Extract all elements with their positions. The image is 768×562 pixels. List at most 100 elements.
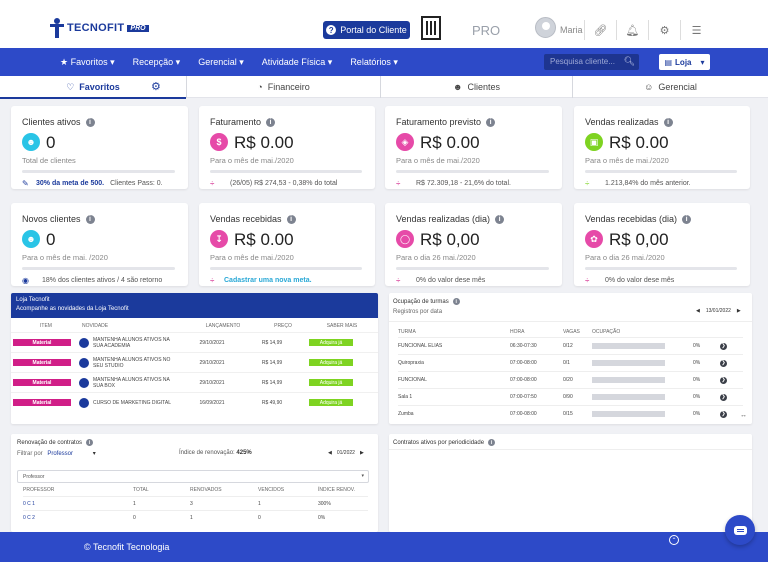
table-row[interactable]: FUNCIONAL ELIAS 06:30-07:30 0/12 0% ❯ xyxy=(398,337,743,354)
renovacao-date-nav: ◀ 01/2022 ▶ xyxy=(328,450,364,456)
table-row[interactable]: Sala 1 07:00-07:50 0/90 0% ❯ xyxy=(398,388,743,405)
table-row[interactable]: FUNCIONAL 07:00-08:00 0/20 0% ❯ xyxy=(398,371,743,388)
chevron-right-icon[interactable]: ▶ xyxy=(359,450,364,456)
ocupacao-subtitle: Registros por data xyxy=(393,309,443,315)
table-row[interactable]: Quiropraxia 07:00-08:00 0/1 0% ❯ xyxy=(398,354,743,371)
search-input[interactable]: Pesquisa cliente... 🔍︎ xyxy=(544,54,639,70)
chat-button[interactable] xyxy=(725,515,755,545)
item-tag: Material xyxy=(13,339,71,346)
stat-card[interactable]: Novos clientes i ☻ 0 Para o mês de mai. /… xyxy=(11,203,188,286)
turma-name: Zumba xyxy=(398,411,414,417)
tab-clientes[interactable]: ☻ Clientes xyxy=(381,76,573,98)
product-price: R$ 14,99 xyxy=(261,339,283,346)
info-icon[interactable]: i xyxy=(85,214,95,224)
nav-recepcao[interactable]: Recepção ▾ xyxy=(132,57,181,67)
chevron-right-icon[interactable]: ❯ xyxy=(720,376,727,384)
card-value: R$ 0.00 xyxy=(234,133,294,152)
chevron-right-icon[interactable]: ❯ xyxy=(720,393,727,401)
nav-favoritos[interactable]: ★ Favoritos ▾ xyxy=(60,57,115,67)
loja-title: Loja Tecnofit xyxy=(16,297,50,303)
chevron-right-icon[interactable]: ❯ xyxy=(720,342,727,350)
professor-name[interactable]: 0 C 2 xyxy=(23,514,35,521)
adquira-button[interactable]: Adquira já xyxy=(309,359,353,366)
nav-atividade-fisica[interactable]: Atividade Física ▾ xyxy=(261,57,333,67)
bell-icon[interactable]: 🔔︎ xyxy=(616,20,648,40)
stat-card[interactable]: Vendas recebidas (dia) i ✿ R$ 0,00 Para o… xyxy=(574,203,750,286)
download-icon: ↧ xyxy=(210,230,228,248)
search-icon[interactable]: 🔍︎ xyxy=(623,56,635,66)
product-name[interactable]: MANTENHA ALUNOS ATIVOS NA SUA BOX xyxy=(93,376,170,389)
info-icon[interactable]: i xyxy=(286,214,296,224)
card-footer-strong[interactable]: 30% da meta de 500. xyxy=(36,180,105,187)
search-placeholder: Pesquisa cliente... xyxy=(550,57,615,66)
turma-hora: 07:00-08:00 xyxy=(510,360,537,366)
link-icon[interactable]: 🔗︎ xyxy=(584,20,616,40)
chevron-right-icon[interactable]: ❯ xyxy=(720,359,727,367)
adquira-button[interactable]: Adquira já xyxy=(309,339,353,346)
chevron-right-icon[interactable]: ▶ xyxy=(736,308,741,314)
tecnofit-logo[interactable]: TECNOFIT PRO xyxy=(50,18,149,38)
table-row[interactable]: Zumba 07:00-08:00 0/15 0% ❯ xyxy=(398,405,743,422)
building-icon[interactable] xyxy=(421,16,441,40)
product-price: R$ 14,99 xyxy=(261,379,283,386)
nav-relatorios[interactable]: Relatórios ▾ xyxy=(350,57,398,67)
info-icon[interactable]: i xyxy=(486,117,496,127)
tab-financeiro[interactable]: ◔ Financeiro xyxy=(187,76,381,98)
tab-favoritos[interactable]: ♡ Favoritos ⚙ xyxy=(0,76,187,99)
resize-icon[interactable]: ↔ xyxy=(740,412,747,419)
stat-card[interactable]: Vendas realizadas (dia) i ◯ R$ 0,00 Para … xyxy=(385,203,562,286)
chevron-right-icon[interactable]: ❯ xyxy=(720,410,727,418)
gear-icon[interactable]: ⚙ xyxy=(151,81,161,93)
cash-icon: ▣ xyxy=(585,133,603,151)
card-footer: ÷ R$ 72.309,18 - 21,6% do total. xyxy=(396,179,511,188)
checklist-icon[interactable]: ☰ xyxy=(680,20,712,40)
card-subtitle: Para o dia 26 mai./2020 xyxy=(396,253,476,262)
info-icon[interactable]: i xyxy=(266,117,276,127)
stat-card[interactable]: Vendas realizadas i ▣ R$ 0.00 Para o mês … xyxy=(574,106,750,189)
card-subtitle: Para o mês de mai. /2020 xyxy=(22,253,108,262)
card-value: R$ 0,00 xyxy=(420,230,480,249)
user-name[interactable]: Maria xyxy=(560,25,583,35)
product-name[interactable]: CURSO DE MARKETING DIGITAL xyxy=(93,399,171,406)
tab-gerencial[interactable]: ☺ Gerencial xyxy=(644,82,697,92)
info-icon[interactable]: i xyxy=(663,117,673,127)
indice-renovacao: Índice de renovação: 425% xyxy=(179,450,252,456)
adquira-button[interactable]: Adquira já xyxy=(309,379,353,386)
portal-do-cliente-button[interactable]: ? Portal do Cliente xyxy=(323,21,410,39)
table-row: Material CURSO DE MARKETING DIGITAL 16/0… xyxy=(11,392,378,412)
info-icon[interactable]: i xyxy=(85,117,95,127)
stat-card[interactable]: Faturamento i $ R$ 0.00 Para o mês de mai… xyxy=(199,106,375,189)
card-footer-text: 0% do valor dese mês xyxy=(416,277,486,284)
gears-icon[interactable]: ⚙ xyxy=(648,20,680,40)
stat-card[interactable]: Faturamento previsto i ◈ R$ 0.00 Para o m… xyxy=(385,106,562,189)
turma-name: FUNCIONAL xyxy=(398,377,427,383)
stat-card[interactable]: Vendas recebidas i ↧ R$ 0.00 Para o mês d… xyxy=(199,203,375,286)
professor-select[interactable]: Professor ▾ xyxy=(17,470,369,483)
chevron-left-icon[interactable]: ◀ xyxy=(696,308,700,314)
card-title: Vendas recebidas (dia) i xyxy=(585,214,692,224)
chevron-left-icon[interactable]: ◀ xyxy=(328,450,332,456)
footer-text: © Tecnofit Tecnologia xyxy=(84,542,170,552)
ocupacao-date[interactable]: 13/01/2022 xyxy=(705,308,731,314)
info-icon[interactable]: i xyxy=(495,214,505,224)
loja-button[interactable]: ▤ Loja ▾ xyxy=(659,54,710,70)
card-footer-strong[interactable]: Cadastrar uma nova meta. xyxy=(224,277,312,284)
person-icon: ☺ xyxy=(644,82,654,92)
footer: © Tecnofit Tecnologia ⌃ xyxy=(0,532,768,562)
stat-card[interactable]: Clientes ativos i ☻ 0 Total de clientes ✎… xyxy=(11,106,188,189)
card-progress-bar xyxy=(210,267,362,270)
chevron-up-icon[interactable]: ⌃ xyxy=(669,535,679,545)
avatar[interactable] xyxy=(535,17,556,38)
adquira-button[interactable]: Adquira já xyxy=(309,399,353,406)
logo-text: TECNOFIT xyxy=(67,22,125,34)
card-footer: ◉ 18% dos clientes ativos / 4 são retorn… xyxy=(22,276,162,285)
professor-name[interactable]: 0 C 1 xyxy=(23,500,35,507)
chevron-down-icon: ▾ xyxy=(92,451,96,457)
renovacao-filter[interactable]: Filtrar por Professor ▾ xyxy=(17,451,96,457)
card-footer: ÷ 1.213,84% do mês anterior. xyxy=(585,179,691,188)
card-value: 0 xyxy=(46,133,56,152)
product-name[interactable]: MANTENHA ALUNOS ATIVOS NA SUA ACADEMIA xyxy=(93,336,170,349)
product-name[interactable]: MANTENHA ALUNOS ATIVOS NO SEU STUDIO xyxy=(93,356,171,369)
nav-gerencial[interactable]: Gerencial ▾ xyxy=(198,57,244,67)
info-icon[interactable]: i xyxy=(682,214,692,224)
